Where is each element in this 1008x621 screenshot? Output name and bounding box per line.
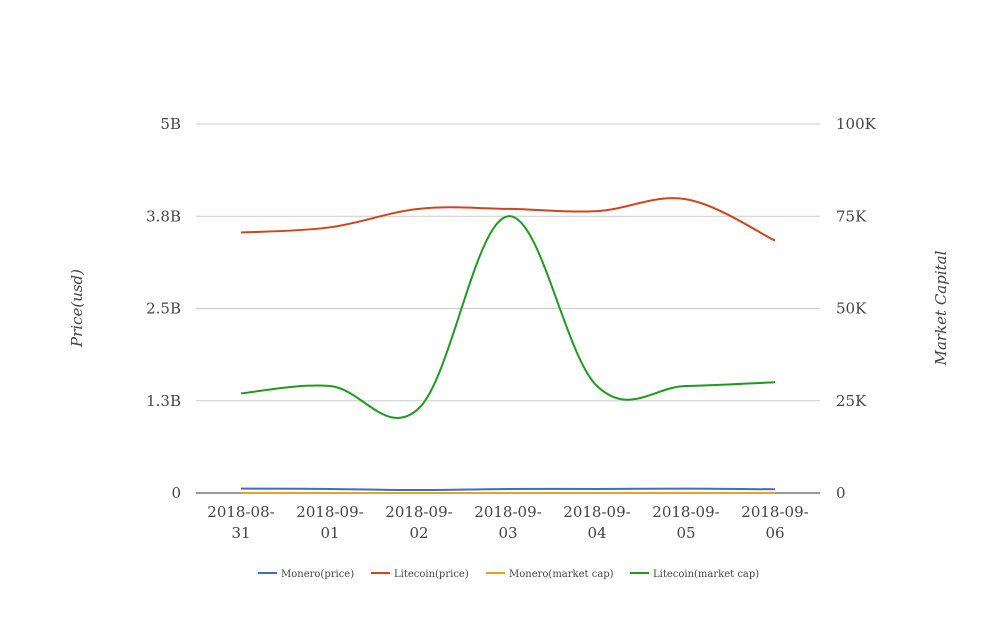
legend-label: Litecoin(price) <box>394 569 469 580</box>
x-tick-label: 2018-09-03 <box>474 503 541 542</box>
grid-layer <box>196 123 820 494</box>
left-axis-title: Price(usd) <box>68 269 86 348</box>
right-tick-label: 50K <box>836 300 867 318</box>
legend-item[interactable]: Litecoin(market cap) <box>630 569 759 580</box>
left-tick-label: 1.3B <box>146 392 181 410</box>
x-tick-label: 2018-09-04 <box>563 503 630 542</box>
x-tick-label: 2018-09-02 <box>385 503 452 542</box>
x-tick-label: 2018-08-31 <box>207 503 274 542</box>
x-tick-label: 2018-09-05 <box>652 503 719 542</box>
right-tick-label: 75K <box>836 207 867 225</box>
legend-label: Monero(price) <box>281 569 354 580</box>
x-tick-label: 2018-09-06 <box>741 503 808 542</box>
right-tick-label: 0 <box>836 484 846 502</box>
legend[interactable]: Monero(price) Litecoin(price) Monero(marke… <box>258 569 759 580</box>
legend-item[interactable]: Monero(market cap) <box>486 569 614 580</box>
right-tick-label: 25K <box>836 392 867 410</box>
right-tick-label: 100K <box>836 115 877 133</box>
x-axis-ticks: 2018-08-31 2018-09-01 2018-09-02 2018-09-03… <box>207 503 808 542</box>
series-line-litecoin-price <box>240 197 776 242</box>
legend-label: Monero(market cap) <box>509 569 614 580</box>
x-tick-label: 2018-09-01 <box>296 503 363 542</box>
legend-item[interactable]: Monero(price) <box>258 569 354 580</box>
right-axis-title: Market Capital <box>932 250 950 366</box>
series-line-monero-price <box>240 487 776 492</box>
legend-label: Litecoin(market cap) <box>653 569 759 580</box>
left-tick-label: 5B <box>160 115 181 133</box>
left-tick-label: 0 <box>171 484 181 502</box>
legend-item[interactable]: Litecoin(price) <box>371 569 469 580</box>
left-axis-ticks: 0 1.3B 2.5B 3.8B 5B <box>146 115 181 502</box>
left-tick-label: 3.8B <box>146 207 181 225</box>
series-line-litecoin-market-cap <box>240 215 776 419</box>
left-tick-label: 2.5B <box>146 300 181 318</box>
series-layer <box>240 197 776 495</box>
right-axis-ticks: 0 25K 50K 75K 100K <box>836 115 877 502</box>
